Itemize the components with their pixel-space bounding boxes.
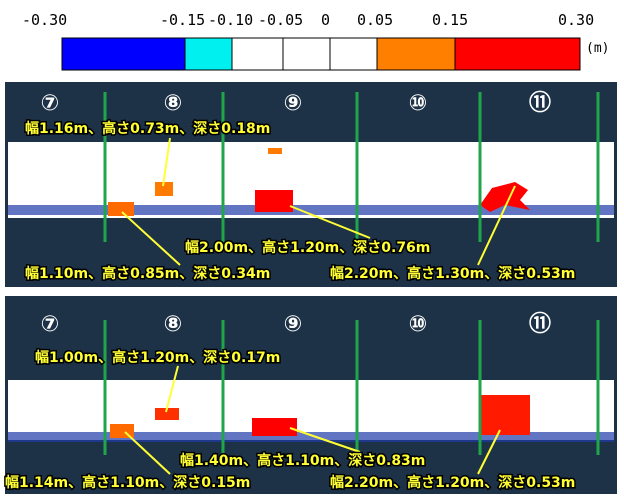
point-cloud-panel: ⑦ ⑧ ⑨ ⑩ ⑪ 幅1.00m、高さ1.20m、深さ0.17m 幅1.40m、… (5, 296, 617, 494)
section-label: ⑧ (164, 91, 183, 116)
annotation: 幅2.20m、高さ1.20m、深さ0.53m (330, 474, 575, 491)
tick-label: 0 (321, 11, 330, 29)
section-label: ⑨ (284, 91, 303, 116)
annotation: 幅1.10m、高さ0.85m、深さ0.34m (25, 265, 270, 282)
tick-label: -0.30 (22, 11, 67, 29)
section-label: ⑧ (164, 312, 183, 337)
tick-label: -0.15 (160, 11, 205, 29)
annotation: 幅1.40m、高さ1.10m、深さ0.83m (180, 452, 425, 469)
tick-label: -0.10 (208, 11, 253, 29)
section-label: ⑪ (529, 90, 551, 116)
section-label: ⑩ (409, 91, 428, 116)
annotation: 幅2.00m、高さ1.20m、深さ0.76m (185, 239, 430, 256)
section-label: ⑦ (41, 312, 60, 337)
annotation: 幅2.20m、高さ1.30m、深さ0.53m (330, 265, 575, 282)
tick-label: 0.15 (432, 11, 468, 29)
tick-label: 0.05 (357, 11, 393, 29)
tick-label: -0.05 (258, 11, 303, 29)
section-label: ⑩ (409, 312, 428, 337)
annotation: 幅1.16m、高さ0.73m、深さ0.18m (25, 120, 270, 137)
unit-label: (m) (586, 41, 609, 56)
section-label: ⑦ (41, 91, 60, 116)
annotation: 幅1.14m、高さ1.10m、深さ0.15m (5, 474, 250, 491)
figure: -0.30 -0.15 -0.10 -0.05 0 0.05 0.15 0.30… (0, 0, 624, 497)
color-legend: -0.30 -0.15 -0.10 -0.05 0 0.05 0.15 0.30… (22, 11, 609, 70)
section-label: ⑪ (529, 311, 551, 337)
section-label: ⑨ (284, 312, 303, 337)
tick-label: 0.30 (558, 11, 594, 29)
annotation: 幅1.00m、高さ1.20m、深さ0.17m (35, 349, 280, 366)
point-cloud-panel: ⑦ ⑧ ⑨ ⑩ ⑪ 幅1.16m、高さ0.73m、深さ0.18m 幅2.00m、… (5, 82, 617, 287)
